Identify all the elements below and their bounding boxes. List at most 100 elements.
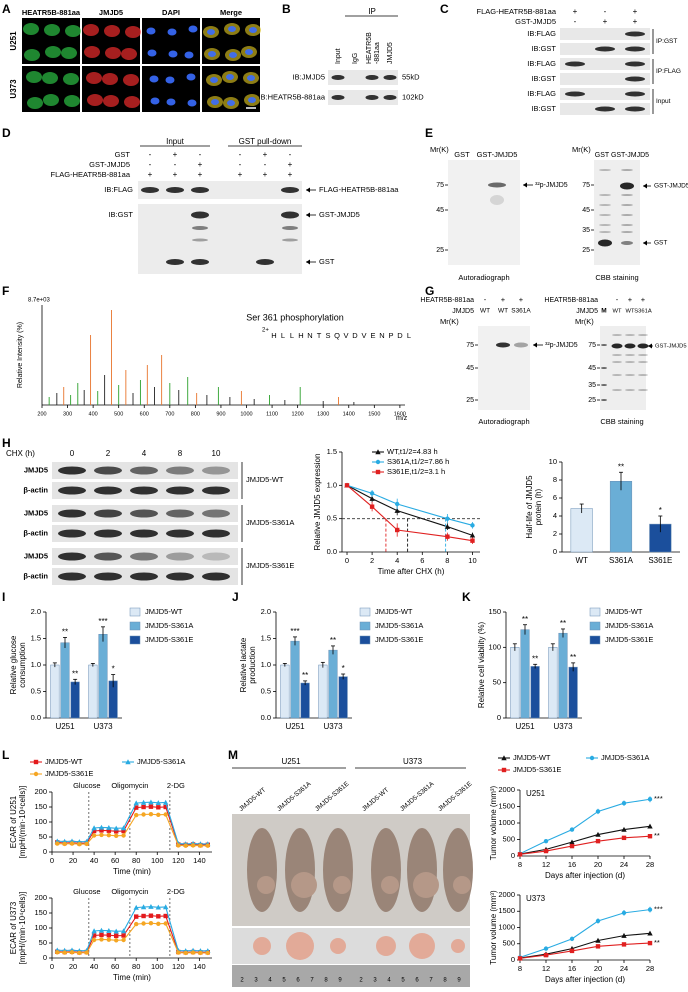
- marker: [569, 839, 575, 845]
- marker: [190, 950, 196, 955]
- y-tick-label: 50: [39, 832, 47, 841]
- label: 75: [466, 342, 474, 349]
- y-tick-label: 2000: [498, 890, 515, 899]
- label: β-actin: [23, 485, 48, 494]
- legend-swatch: [359, 621, 371, 631]
- series-line: [346, 484, 473, 536]
- band: [130, 572, 158, 581]
- label: CBB staining: [600, 417, 643, 426]
- label: JMJD5-S361E: [314, 780, 351, 813]
- panel-letter: H: [2, 436, 11, 450]
- image-area: [560, 73, 650, 85]
- legend-label: JMJD5-WT: [513, 753, 551, 762]
- marker: [163, 812, 168, 817]
- label: N: [307, 331, 312, 340]
- label: +: [633, 7, 638, 16]
- band: [58, 486, 86, 495]
- series-line: [346, 484, 473, 526]
- marker: [156, 921, 161, 926]
- x-tick-label: 20: [594, 860, 602, 869]
- label: GST-JMJD5: [477, 150, 518, 159]
- band: [282, 238, 298, 242]
- marker: [595, 918, 601, 924]
- label: JMJD5-WT: [246, 475, 284, 484]
- label: 102kD: [402, 92, 424, 101]
- marker: [134, 921, 139, 927]
- band: [625, 354, 635, 356]
- cell: [44, 24, 60, 36]
- tumor-in-mouse: [333, 876, 351, 894]
- marker: [647, 823, 653, 829]
- nucleus: [149, 75, 159, 83]
- band: [621, 204, 633, 206]
- bar: [558, 632, 568, 719]
- x-tick-label: 16: [568, 964, 576, 973]
- label: 35: [588, 382, 596, 389]
- band: [625, 389, 635, 391]
- cell: [104, 25, 120, 37]
- x-tick-label: 16: [568, 860, 576, 869]
- y-tick-label: 6: [553, 493, 557, 502]
- marker: [198, 843, 203, 848]
- y-tick-label: 0.0: [261, 713, 271, 722]
- band: [599, 224, 611, 226]
- x-tick-label: 1000: [240, 411, 252, 417]
- marker: [120, 928, 127, 934]
- legend-label: JMJD5-S361E: [513, 765, 561, 774]
- marker: [375, 469, 381, 475]
- marker: [647, 834, 653, 839]
- arrow-head: [306, 259, 310, 265]
- y-axis-label: Relative Intensity (%): [17, 322, 24, 388]
- legend-label: JMJD5-S361E: [45, 769, 93, 778]
- marker: [141, 913, 146, 919]
- label: -: [574, 17, 577, 26]
- x-tick-label: 140: [193, 856, 206, 865]
- label: +: [173, 150, 178, 159]
- label: 35: [582, 227, 590, 234]
- label: -: [239, 160, 242, 169]
- bar: [300, 682, 310, 719]
- series-line: [57, 922, 208, 954]
- band: [598, 239, 612, 247]
- x-tick-label: 1500: [368, 411, 380, 417]
- marker: [517, 852, 523, 857]
- band: [202, 572, 230, 581]
- y-tick-label: 1.5: [327, 447, 337, 456]
- cell: [87, 94, 103, 106]
- y-tick-label: 2.0: [261, 607, 271, 616]
- nucleus: [227, 100, 235, 106]
- series-line: [519, 909, 651, 958]
- cell: [105, 47, 121, 59]
- y-axis-label: Tumor volume (mm³): [489, 890, 498, 965]
- marker: [621, 942, 627, 947]
- y-tick-label: 2000: [498, 785, 515, 794]
- label: +: [148, 170, 153, 179]
- band: [514, 342, 528, 348]
- label: 2-DG: [167, 887, 185, 896]
- label: Mr(K): [430, 145, 449, 154]
- band: [130, 529, 158, 538]
- x-tick-label: 120: [172, 962, 185, 971]
- label: WT: [625, 309, 634, 315]
- label: JMJD5-S361E: [246, 561, 294, 570]
- marker: [106, 825, 112, 830]
- marker: [84, 841, 89, 847]
- label: -: [264, 160, 267, 169]
- label: L: [407, 331, 411, 340]
- label: D: [352, 331, 358, 340]
- marker: [69, 841, 75, 846]
- legend-swatch: [129, 607, 141, 617]
- band: [599, 231, 611, 233]
- mouse: [323, 828, 353, 912]
- marker: [155, 800, 162, 805]
- tumor: [253, 937, 271, 955]
- band: [191, 259, 209, 265]
- image-area: [328, 90, 398, 105]
- band: [625, 334, 635, 336]
- x-tick-label: S361A: [609, 556, 634, 565]
- band: [166, 509, 194, 518]
- band: [331, 95, 345, 100]
- label: Autoradiograph: [478, 417, 529, 426]
- series-line: [519, 835, 651, 855]
- marker: [369, 495, 375, 501]
